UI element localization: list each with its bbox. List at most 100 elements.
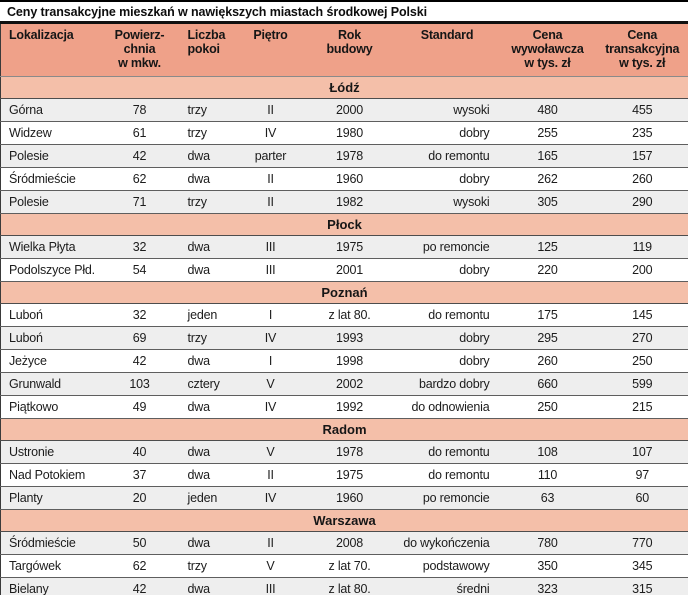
cell-pokoje: dwa (168, 463, 237, 487)
cell-cena_wywolawcza: 660 (498, 372, 597, 396)
column-header: Cena wywoławcza w tys. zł (498, 24, 597, 77)
cell-rok: 1992 (304, 395, 395, 419)
cell-pietro: IV (236, 326, 305, 350)
table-body: Łódź Górna 78 trzy II 2000 wysoki 480 455 Widzew 6… (0, 76, 688, 595)
cell-pietro: II (236, 190, 305, 214)
cell-cena_wywolawcza: 350 (498, 554, 597, 578)
section-city-label: Poznań (0, 281, 688, 304)
section-city-label: Łódź (0, 76, 688, 99)
cell-cena_wywolawcza: 125 (498, 235, 597, 259)
cell-lokalizacja: Grunwald (0, 372, 111, 396)
cell-cena_transakcyjna: 455 (596, 98, 688, 122)
prices-table: Lokalizacja Powierz- chnia w mkw. Liczba p… (0, 24, 688, 595)
cell-pietro: III (236, 577, 305, 595)
cell-lokalizacja: Wielka Płyta (0, 235, 111, 259)
header-row: Lokalizacja Powierz- chnia w mkw. Liczba p… (0, 24, 688, 77)
cell-standard: wysoki (394, 98, 499, 122)
cell-cena_wywolawcza: 110 (498, 463, 597, 487)
cell-pokoje: trzy (168, 326, 237, 350)
table-row: Luboń 69 trzy IV 1993 dobry 295 270 (0, 326, 688, 350)
cell-cena_wywolawcza: 260 (498, 349, 597, 373)
cell-standard: do wykończenia (394, 531, 499, 555)
cell-cena_wywolawcza: 108 (498, 440, 597, 464)
cell-cena_transakcyjna: 157 (596, 144, 688, 168)
column-header: Rok budowy (304, 24, 395, 77)
cell-pietro: III (236, 258, 305, 282)
cell-pokoje: dwa (168, 440, 237, 464)
cell-rok: 2001 (304, 258, 395, 282)
cell-rok: z lat 80. (304, 577, 395, 595)
cell-rok: 1993 (304, 326, 395, 350)
cell-rok: 1960 (304, 486, 395, 510)
table-row: Jeżyce 42 dwa I 1998 dobry 260 250 (0, 349, 688, 373)
cell-pietro: V (236, 554, 305, 578)
cell-cena_transakcyjna: 97 (596, 463, 688, 487)
cell-pokoje: dwa (168, 258, 237, 282)
table-row: Górna 78 trzy II 2000 wysoki 480 455 (0, 98, 688, 122)
table-row: Grunwald 103 cztery V 2002 bardzo dobry 660 599 (0, 372, 688, 396)
cell-powierzchnia: 62 (110, 167, 169, 191)
cell-pokoje: trzy (168, 98, 237, 122)
table-row: Polesie 71 trzy II 1982 wysoki 305 290 (0, 190, 688, 214)
cell-powierzchnia: 54 (110, 258, 169, 282)
section-row: Radom (0, 418, 688, 441)
cell-rok: 1978 (304, 440, 395, 464)
cell-cena_transakcyjna: 260 (596, 167, 688, 191)
cell-pokoje: dwa (168, 577, 237, 595)
table-row: Podolszyce Płd. 54 dwa III 2001 dobry 220 200 (0, 258, 688, 282)
cell-rok: 1978 (304, 144, 395, 168)
cell-powierzchnia: 42 (110, 349, 169, 373)
cell-powierzchnia: 40 (110, 440, 169, 464)
cell-pokoje: dwa (168, 531, 237, 555)
cell-cena_wywolawcza: 262 (498, 167, 597, 191)
cell-cena_transakcyjna: 200 (596, 258, 688, 282)
cell-pietro: II (236, 531, 305, 555)
cell-pokoje: trzy (168, 554, 237, 578)
cell-pokoje: trzy (168, 190, 237, 214)
cell-rok: 2008 (304, 531, 395, 555)
cell-lokalizacja: Planty (0, 486, 111, 510)
cell-powierzchnia: 50 (110, 531, 169, 555)
cell-pietro: II (236, 167, 305, 191)
cell-powierzchnia: 61 (110, 121, 169, 145)
cell-cena_transakcyjna: 315 (596, 577, 688, 595)
column-header: Powierz- chnia w mkw. (110, 24, 169, 77)
cell-cena_wywolawcza: 175 (498, 303, 597, 327)
cell-cena_wywolawcza: 255 (498, 121, 597, 145)
cell-standard: średni (394, 577, 499, 595)
cell-standard: dobry (394, 258, 499, 282)
cell-pietro: II (236, 98, 305, 122)
cell-powierzchnia: 62 (110, 554, 169, 578)
cell-rok: 1982 (304, 190, 395, 214)
cell-pietro: IV (236, 486, 305, 510)
cell-cena_transakcyjna: 119 (596, 235, 688, 259)
cell-pokoje: dwa (168, 235, 237, 259)
cell-standard: po remoncie (394, 486, 499, 510)
section-row: Łódź (0, 76, 688, 99)
cell-cena_wywolawcza: 63 (498, 486, 597, 510)
table-row: Bielany 42 dwa III z lat 80. średni 323 315 (0, 577, 688, 595)
cell-lokalizacja: Jeżyce (0, 349, 111, 373)
cell-pokoje: cztery (168, 372, 237, 396)
cell-pietro: parter (236, 144, 305, 168)
section-row: Warszawa (0, 509, 688, 532)
cell-rok: 2000 (304, 98, 395, 122)
cell-powierzchnia: 103 (110, 372, 169, 396)
cell-lokalizacja: Polesie (0, 144, 111, 168)
cell-lokalizacja: Ustronie (0, 440, 111, 464)
cell-cena_wywolawcza: 295 (498, 326, 597, 350)
column-header: Standard (394, 24, 499, 77)
cell-pokoje: jeden (168, 486, 237, 510)
table-row: Ustronie 40 dwa V 1978 do remontu 108 107 (0, 440, 688, 464)
cell-pokoje: dwa (168, 167, 237, 191)
cell-rok: 1960 (304, 167, 395, 191)
cell-rok: 2002 (304, 372, 395, 396)
cell-pokoje: jeden (168, 303, 237, 327)
cell-cena_transakcyjna: 345 (596, 554, 688, 578)
cell-cena_wywolawcza: 250 (498, 395, 597, 419)
section-row: Poznań (0, 281, 688, 304)
column-header: Piętro (236, 24, 305, 77)
cell-rok: 1998 (304, 349, 395, 373)
cell-pietro: I (236, 303, 305, 327)
